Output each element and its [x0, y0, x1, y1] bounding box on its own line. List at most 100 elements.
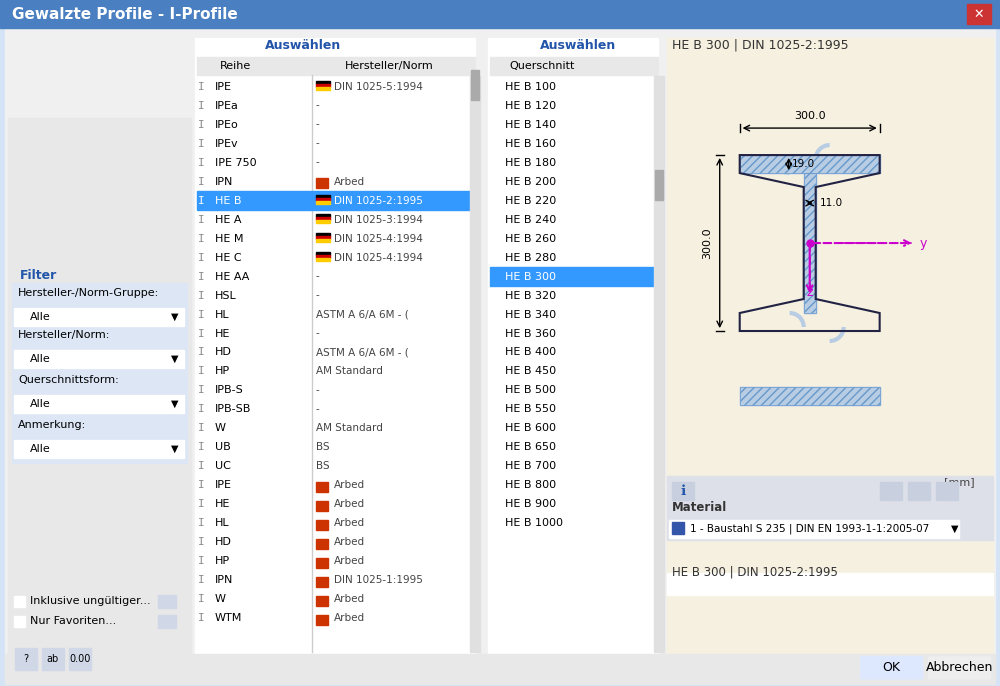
- FancyBboxPatch shape: [929, 657, 991, 679]
- Text: HE B 500: HE B 500: [505, 386, 556, 396]
- Text: HE M: HE M: [215, 233, 243, 244]
- Text: -: -: [316, 329, 320, 338]
- Text: HD: HD: [215, 348, 232, 357]
- Text: HE B 340: HE B 340: [505, 309, 556, 320]
- Text: I: I: [198, 386, 204, 396]
- Bar: [316, 81, 330, 84]
- Bar: [654, 76, 664, 652]
- Text: HE: HE: [215, 499, 230, 510]
- Text: Querschnitt: Querschnitt: [510, 61, 575, 71]
- Text: Nur Favoriten...: Nur Favoriten...: [30, 616, 116, 626]
- Bar: [316, 558, 328, 568]
- Bar: [316, 239, 330, 242]
- Text: Alle: Alle: [30, 444, 51, 454]
- Text: I: I: [198, 329, 204, 338]
- Text: HE B 700: HE B 700: [505, 462, 556, 471]
- Text: HE B 300 | DIN 1025-2:1995: HE B 300 | DIN 1025-2:1995: [672, 38, 848, 51]
- Bar: [667, 573, 993, 595]
- Text: I: I: [198, 537, 204, 547]
- Bar: [316, 236, 330, 239]
- Text: y: y: [920, 237, 927, 250]
- Text: AM Standard: AM Standard: [316, 366, 383, 377]
- Bar: [316, 501, 328, 511]
- Text: HE B 120: HE B 120: [505, 101, 556, 110]
- Text: I: I: [198, 576, 204, 585]
- Text: z: z: [806, 286, 813, 299]
- Text: [mm]: [mm]: [944, 477, 975, 487]
- Bar: [316, 233, 330, 236]
- Text: ASTM A 6/A 6M - (: ASTM A 6/A 6M - (: [316, 309, 409, 320]
- Text: ▼: ▼: [171, 354, 179, 364]
- Text: HE B 450: HE B 450: [505, 366, 556, 377]
- Text: HE B 140: HE B 140: [505, 119, 556, 130]
- Text: Querschnittsform:: Querschnittsform:: [18, 375, 119, 385]
- Text: DIN 1025-1:1995: DIN 1025-1:1995: [334, 576, 423, 585]
- Bar: [0, 0, 1000, 28]
- Text: -: -: [316, 272, 320, 281]
- Text: ?: ?: [23, 654, 29, 664]
- Text: I: I: [198, 215, 204, 224]
- Text: HE B 100: HE B 100: [505, 82, 556, 92]
- Text: Arbed: Arbed: [334, 176, 365, 187]
- Bar: [316, 577, 328, 587]
- Text: Anmerkung:: Anmerkung:: [18, 420, 86, 430]
- Text: HE B 550: HE B 550: [505, 405, 556, 414]
- Bar: [14, 395, 184, 413]
- Text: I: I: [198, 196, 204, 206]
- Bar: [740, 387, 880, 405]
- Text: HE B 240: HE B 240: [505, 215, 556, 224]
- Text: HE B 600: HE B 600: [505, 423, 556, 434]
- Text: DIN 1025-3:1994: DIN 1025-3:1994: [334, 215, 423, 224]
- Bar: [740, 155, 880, 173]
- Text: Arbed: Arbed: [334, 556, 365, 567]
- Text: Arbed: Arbed: [334, 594, 365, 604]
- Text: HE B 180: HE B 180: [505, 158, 556, 167]
- Text: -: -: [316, 139, 320, 149]
- Bar: [316, 195, 330, 198]
- Bar: [5, 654, 995, 684]
- Text: Arbed: Arbed: [334, 519, 365, 528]
- Text: IPE: IPE: [215, 82, 232, 92]
- Bar: [8, 118, 191, 655]
- Text: Arbed: Arbed: [334, 537, 365, 547]
- Text: -: -: [316, 101, 320, 110]
- Bar: [490, 57, 658, 75]
- Text: AM Standard: AM Standard: [316, 423, 383, 434]
- Text: HE B 160: HE B 160: [505, 139, 556, 149]
- Bar: [488, 38, 658, 655]
- Text: HE B 300: HE B 300: [505, 272, 556, 281]
- Bar: [12, 283, 187, 463]
- Bar: [158, 595, 176, 608]
- Bar: [471, 70, 479, 100]
- Text: 1 - Baustahl S 235 | DIN EN 1993-1-1:2005-07: 1 - Baustahl S 235 | DIN EN 1993-1-1:200…: [690, 523, 929, 534]
- Text: I: I: [198, 119, 204, 130]
- Text: HE B 220: HE B 220: [505, 196, 556, 206]
- Text: I: I: [198, 613, 204, 624]
- Text: I: I: [198, 442, 204, 453]
- Bar: [316, 252, 330, 255]
- Text: HP: HP: [215, 366, 230, 377]
- Text: I: I: [198, 233, 204, 244]
- Text: HE B 1000: HE B 1000: [505, 519, 563, 528]
- Text: WTM: WTM: [215, 613, 242, 624]
- Bar: [69, 648, 91, 670]
- Text: Auswählen: Auswählen: [265, 38, 341, 51]
- Text: Auswählen: Auswählen: [540, 38, 616, 51]
- Text: 300.0: 300.0: [794, 111, 825, 121]
- Text: HE B 900: HE B 900: [505, 499, 556, 510]
- Text: I: I: [198, 594, 204, 604]
- Text: 19.0: 19.0: [792, 159, 815, 169]
- Text: I: I: [198, 462, 204, 471]
- Text: DIN 1025-2:1995: DIN 1025-2:1995: [334, 196, 423, 206]
- Bar: [316, 198, 330, 201]
- Text: ℹ: ℹ: [680, 484, 685, 498]
- Bar: [14, 596, 25, 607]
- Bar: [936, 482, 958, 500]
- Bar: [316, 482, 328, 492]
- Text: HL: HL: [215, 519, 230, 528]
- Text: IPB-S: IPB-S: [215, 386, 244, 396]
- Text: W: W: [215, 423, 226, 434]
- Text: IPN: IPN: [215, 176, 233, 187]
- Bar: [740, 387, 880, 405]
- Bar: [316, 615, 328, 625]
